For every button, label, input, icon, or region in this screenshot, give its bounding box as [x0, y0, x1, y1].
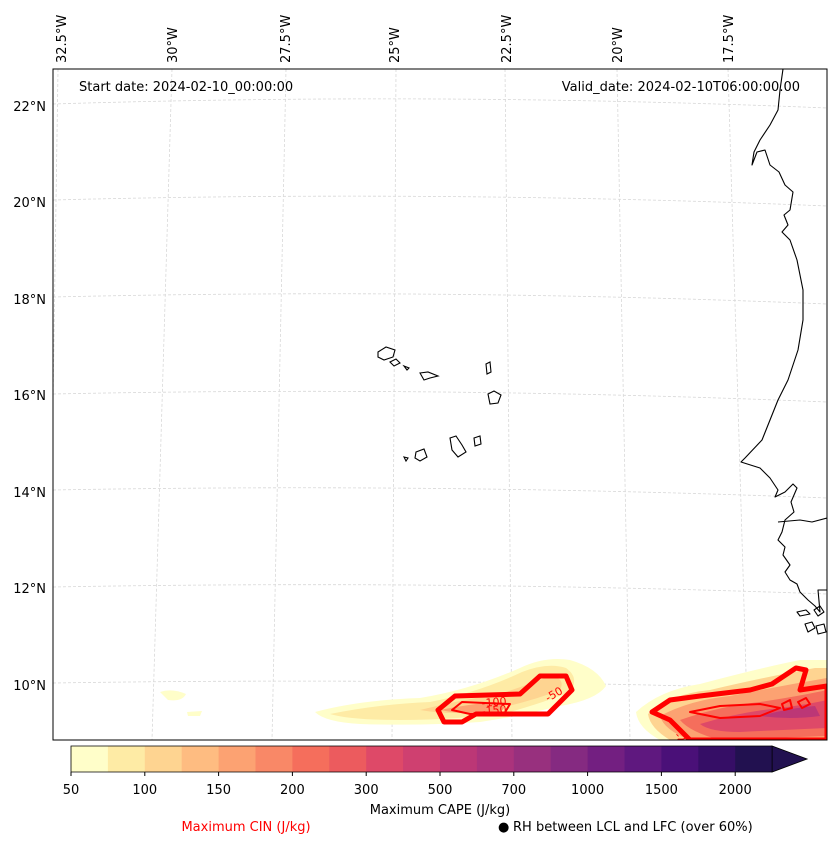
cin-label-150: -150 [481, 703, 507, 718]
lon-label: 20°W [611, 27, 626, 63]
african-coastline [740, 69, 827, 635]
lon-label: 27.5°W [279, 15, 294, 63]
colorbar-tick-label: 50 [63, 783, 80, 798]
colorbar-tick-label: 1000 [571, 783, 604, 798]
colorbar-tick-label: 300 [354, 783, 379, 798]
map-area[interactable] [53, 69, 827, 740]
lat-label: 12°N [13, 582, 46, 597]
colorbar-segment [698, 746, 736, 772]
longitude-labels: 32.5°W 30°W 27.5°W 25°W 22.5°W 20°W 17.5… [55, 15, 737, 63]
colorbar-segment [71, 746, 109, 772]
colorbar-segment [107, 746, 146, 772]
lon-label: 32.5°W [55, 15, 70, 63]
cape-verde-islands [377, 346, 502, 463]
lon-label: 22.5°W [500, 15, 515, 63]
cin-label-25: -25 [672, 729, 694, 751]
colorbar-tick-labels: 50 100 150 200 300 500 700 1000 1500 2000 [63, 772, 752, 798]
colorbar-tick-label: 1500 [645, 783, 678, 798]
colorbar-segment [329, 746, 367, 772]
lon-label: 25°W [388, 27, 403, 63]
colorbar-tick-label: 200 [280, 783, 305, 798]
colorbar-tick-label: 150 [206, 783, 231, 798]
colorbar-segment [476, 746, 515, 772]
lat-label: 14°N [13, 486, 46, 501]
colorbar-frame [70, 745, 773, 773]
colorbar-segment [144, 746, 183, 772]
colorbar-segment [292, 746, 330, 772]
colorbar-segment [513, 746, 552, 772]
colorbar-segment [624, 746, 662, 772]
colorbar-segment [735, 746, 773, 772]
colorbar-segment [255, 746, 293, 772]
valid-date: Valid_date: 2024-02-10T06:00:00.00 [562, 80, 800, 95]
graticule [53, 69, 827, 740]
cin-label-100: -100 [481, 695, 507, 710]
map-frame [52, 68, 828, 741]
colorbar-tick-label: 700 [501, 783, 526, 798]
lat-label: 20°N [13, 196, 46, 211]
lat-label: 10°N [13, 679, 46, 694]
colorbar-extend-arrow [771, 745, 809, 773]
colorbar-segment [661, 746, 699, 772]
colorbar-segment [181, 746, 219, 772]
lat-label: 18°N [13, 293, 46, 308]
rh-marker-icon: ● [498, 820, 509, 835]
colorbar-segment [403, 746, 441, 772]
colorbar-title: Maximum CAPE (J/kg) [370, 803, 510, 818]
cin-legend-label: Maximum CIN (J/kg) [181, 820, 310, 835]
colorbar-segment [440, 746, 478, 772]
colorbar-tick-label: 500 [428, 783, 453, 798]
lat-label: 22°N [13, 100, 46, 115]
colorbar-tick-label: 100 [132, 783, 157, 798]
colorbar-segment [366, 746, 404, 772]
lat-label: 16°N [13, 389, 46, 404]
colorbar-segment [587, 746, 625, 772]
colorbar-tick-label: 2000 [719, 783, 752, 798]
rh-legend-label: RH between LCL and LFC (over 60%) [513, 820, 753, 835]
colorbar-segment [218, 746, 256, 772]
cape-fill-west [160, 659, 606, 725]
colorbar-segment [550, 746, 588, 772]
start-date: Start date: 2024-02-10_00:00:00 [79, 80, 293, 95]
latitude-labels: 22°N 20°N 18°N 16°N 14°N 12°N 10°N [13, 100, 46, 694]
cin-contours [435, 665, 827, 740]
lon-label: 17.5°W [722, 15, 737, 63]
cape-colorbar [70, 745, 809, 773]
lon-label: 30°W [166, 27, 181, 63]
